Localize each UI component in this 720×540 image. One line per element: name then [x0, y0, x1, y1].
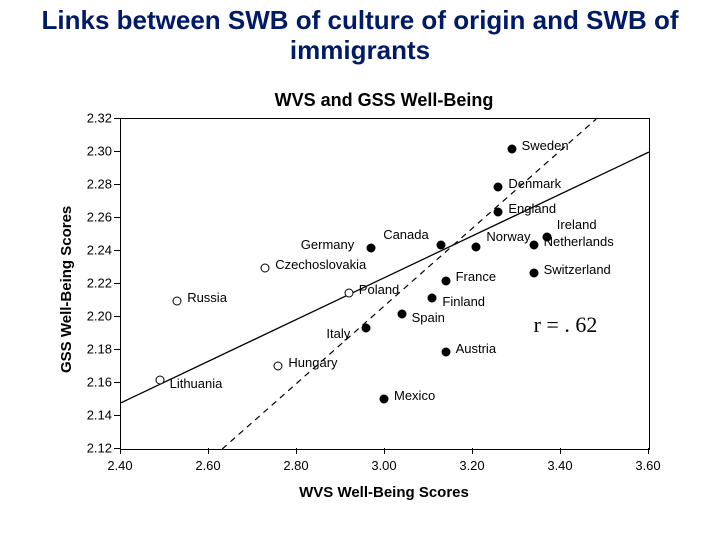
y-tick-label: 2.26 [78, 210, 112, 225]
data-point-label: Italy [326, 326, 350, 341]
data-point-label: Lithuania [170, 376, 223, 391]
slide-title: Links between SWB of culture of origin a… [0, 6, 720, 66]
y-tick [114, 382, 120, 383]
x-tick [120, 448, 121, 454]
data-point [362, 323, 371, 332]
y-tick-label: 2.32 [78, 111, 112, 126]
x-tick-label: 3.20 [459, 458, 484, 473]
y-tick-label: 2.12 [78, 441, 112, 456]
data-point-label: Sweden [522, 138, 569, 153]
data-point-label: Canada [383, 227, 429, 242]
data-point [173, 297, 182, 306]
data-point [441, 348, 450, 357]
y-tick-label: 2.18 [78, 342, 112, 357]
data-point [472, 242, 481, 251]
y-tick [114, 316, 120, 317]
data-point [261, 264, 270, 273]
data-point-label: Finland [442, 294, 485, 309]
y-tick-label: 2.16 [78, 375, 112, 390]
y-tick-label: 2.22 [78, 276, 112, 291]
x-tick [384, 448, 385, 454]
x-axis-label: WVS Well-Being Scores [120, 484, 648, 501]
x-tick-label: 2.60 [195, 458, 220, 473]
x-tick [472, 448, 473, 454]
data-point-label: Poland [359, 282, 399, 297]
data-point [542, 232, 551, 241]
data-point [437, 241, 446, 250]
data-point-label: Switzerland [544, 262, 611, 277]
data-point [274, 361, 283, 370]
x-tick [208, 448, 209, 454]
data-point-label: Czechoslovakia [275, 257, 366, 272]
data-point [529, 269, 538, 278]
y-tick-label: 2.14 [78, 408, 112, 423]
x-tick [560, 448, 561, 454]
y-axis-label: GSS Well-Being Scores [58, 206, 75, 373]
correlation-annotation: r = . 62 [534, 312, 598, 338]
data-point-label: England [508, 201, 556, 216]
y-tick [114, 151, 120, 152]
data-point [155, 376, 164, 385]
regression-line [121, 152, 649, 403]
data-point-label: Mexico [394, 388, 435, 403]
x-tick-label: 3.00 [371, 458, 396, 473]
data-point [529, 241, 538, 250]
data-point [441, 277, 450, 286]
x-tick-label: 2.80 [283, 458, 308, 473]
data-point-label: Norway [486, 229, 530, 244]
data-point-label: Netherlands [544, 234, 614, 249]
data-point-label: Denmark [508, 176, 561, 191]
x-tick [648, 448, 649, 454]
y-tick [114, 250, 120, 251]
data-point-label: Austria [456, 341, 496, 356]
data-point [366, 244, 375, 253]
y-tick-label: 2.24 [78, 243, 112, 258]
y-tick-label: 2.30 [78, 144, 112, 159]
y-tick [114, 283, 120, 284]
data-point [397, 310, 406, 319]
data-point-label: Spain [412, 310, 445, 325]
y-tick [114, 217, 120, 218]
data-point-label: France [456, 269, 496, 284]
data-point [494, 183, 503, 192]
data-point [494, 208, 503, 217]
y-tick [114, 448, 120, 449]
x-tick-label: 3.40 [547, 458, 572, 473]
x-tick [296, 448, 297, 454]
y-tick-label: 2.20 [78, 309, 112, 324]
data-point [428, 293, 437, 302]
data-point-label: Russia [187, 290, 227, 305]
chart-title: WVS and GSS Well-Being [120, 90, 648, 111]
y-tick [114, 118, 120, 119]
y-tick [114, 184, 120, 185]
data-point [380, 394, 389, 403]
y-tick [114, 415, 120, 416]
y-tick [114, 349, 120, 350]
data-point-label: Hungary [288, 355, 337, 370]
data-point [507, 145, 516, 154]
x-tick-label: 2.40 [107, 458, 132, 473]
y-tick-label: 2.28 [78, 177, 112, 192]
data-point [344, 288, 353, 297]
x-tick-label: 3.60 [635, 458, 660, 473]
data-point-label: Ireland [557, 217, 597, 232]
data-point-label: Germany [301, 237, 354, 252]
